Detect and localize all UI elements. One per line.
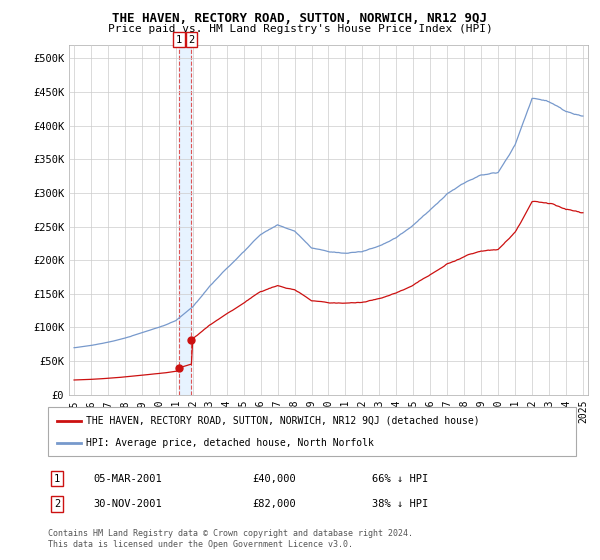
- Text: 38% ↓ HPI: 38% ↓ HPI: [372, 499, 428, 509]
- Text: 1: 1: [176, 35, 182, 45]
- Text: 66% ↓ HPI: 66% ↓ HPI: [372, 474, 428, 484]
- Text: 1: 1: [54, 474, 60, 484]
- Text: £82,000: £82,000: [252, 499, 296, 509]
- Text: £40,000: £40,000: [252, 474, 296, 484]
- Bar: [179, 45, 191, 395]
- Text: HPI: Average price, detached house, North Norfolk: HPI: Average price, detached house, Nort…: [86, 437, 374, 447]
- Text: 2: 2: [54, 499, 60, 509]
- Text: 05-MAR-2001: 05-MAR-2001: [93, 474, 162, 484]
- Text: Price paid vs. HM Land Registry's House Price Index (HPI): Price paid vs. HM Land Registry's House …: [107, 24, 493, 34]
- Text: Contains HM Land Registry data © Crown copyright and database right 2024.
This d: Contains HM Land Registry data © Crown c…: [48, 529, 413, 549]
- Text: THE HAVEN, RECTORY ROAD, SUTTON, NORWICH, NR12 9QJ: THE HAVEN, RECTORY ROAD, SUTTON, NORWICH…: [113, 12, 487, 25]
- Text: 2: 2: [188, 35, 194, 45]
- Text: 30-NOV-2001: 30-NOV-2001: [93, 499, 162, 509]
- Text: THE HAVEN, RECTORY ROAD, SUTTON, NORWICH, NR12 9QJ (detached house): THE HAVEN, RECTORY ROAD, SUTTON, NORWICH…: [86, 416, 479, 426]
